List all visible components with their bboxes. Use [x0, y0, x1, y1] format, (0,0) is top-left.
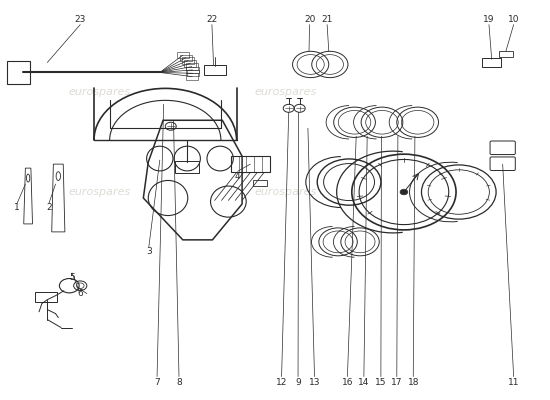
Text: 10: 10: [508, 15, 519, 24]
Text: 20: 20: [304, 15, 315, 24]
Text: eurospares: eurospares: [255, 87, 317, 97]
Bar: [231, 156, 270, 172]
Text: 11: 11: [508, 378, 519, 387]
Text: 22: 22: [206, 15, 218, 24]
Text: 21: 21: [321, 15, 333, 24]
Text: 19: 19: [483, 15, 494, 24]
Text: 2: 2: [46, 204, 52, 212]
Text: 12: 12: [276, 378, 287, 387]
Text: eurospares: eurospares: [68, 187, 130, 197]
Text: 1: 1: [14, 204, 20, 212]
Text: 7: 7: [154, 378, 160, 387]
Text: eurospares: eurospares: [255, 187, 317, 197]
Text: 17: 17: [391, 378, 403, 387]
Text: 14: 14: [358, 378, 370, 387]
Text: 15: 15: [375, 378, 387, 387]
Text: 9: 9: [295, 378, 301, 387]
Text: 18: 18: [408, 378, 419, 387]
Text: 3: 3: [146, 247, 152, 256]
Text: 5: 5: [69, 273, 75, 282]
Text: 13: 13: [309, 378, 320, 387]
Text: eurospares: eurospares: [68, 87, 130, 97]
Circle shape: [400, 189, 408, 195]
Text: 23: 23: [75, 15, 86, 24]
Text: 4: 4: [235, 172, 240, 180]
Text: 16: 16: [342, 378, 353, 387]
Text: 8: 8: [176, 378, 182, 387]
Text: 6: 6: [78, 289, 83, 298]
